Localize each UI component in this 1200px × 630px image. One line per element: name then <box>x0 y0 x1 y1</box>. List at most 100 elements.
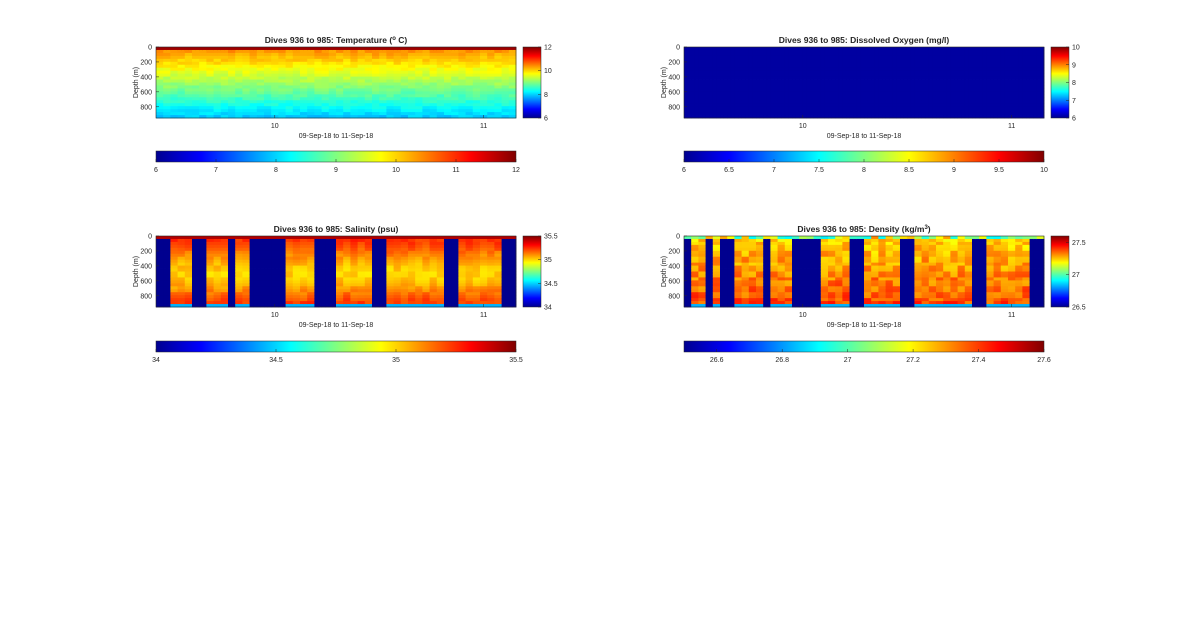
heatmap-cell <box>400 85 405 89</box>
heatmap-cell <box>896 103 901 107</box>
heatmap-cell <box>691 64 696 69</box>
heatmap-cell <box>447 58 452 63</box>
heatmap-cell <box>957 106 962 110</box>
heatmap-cell <box>914 103 919 107</box>
heatmap-cell <box>199 97 204 101</box>
heatmap-cell <box>712 91 717 95</box>
heatmap-cell <box>921 106 926 110</box>
heatmap-cell <box>397 112 402 116</box>
heatmap-cell <box>770 85 775 89</box>
heatmap-cell <box>433 64 438 69</box>
heatmap-cell <box>1011 79 1016 83</box>
heatmap-cell <box>220 79 225 83</box>
heatmap-cell <box>433 88 438 92</box>
heatmap-cell <box>702 49 706 54</box>
heatmap-cell <box>382 97 387 101</box>
heatmap-cell <box>968 115 973 119</box>
heatmap-cell <box>802 64 807 69</box>
heatmap-cell <box>307 67 312 72</box>
heatmap-cell <box>314 88 319 92</box>
heatmap-cell <box>217 115 222 119</box>
heatmap-cell <box>192 61 196 66</box>
heatmap-cell <box>217 52 222 57</box>
heatmap-cell <box>501 100 506 104</box>
heatmap-cell <box>954 58 958 63</box>
heatmap-cell <box>770 49 775 54</box>
heatmap-cell <box>285 76 290 80</box>
heatmap-cell <box>332 91 337 95</box>
heatmap-cell <box>282 85 286 89</box>
x-tick-label: 10 <box>799 123 807 130</box>
heatmap-cell <box>483 73 488 77</box>
heatmap-cell <box>296 55 301 60</box>
heatmap-cell <box>195 100 200 104</box>
heatmap-cell <box>307 115 312 119</box>
heatmap-cell <box>224 79 229 83</box>
heatmap-cell <box>892 106 897 110</box>
heatmap-cell <box>321 49 326 54</box>
heatmap-cell <box>943 109 948 113</box>
heatmap-cell <box>213 79 218 83</box>
heatmap-cell <box>1004 103 1009 107</box>
heatmap-cell <box>903 70 908 75</box>
heatmap-cell <box>213 115 218 119</box>
heatmap-cell <box>490 94 495 98</box>
heatmap-cell <box>1036 49 1041 54</box>
heatmap-cell <box>271 100 276 104</box>
heatmap-cell <box>878 61 883 66</box>
heatmap-cell <box>802 49 807 54</box>
heatmap-cell <box>910 115 915 119</box>
heatmap-cell <box>889 79 894 83</box>
heatmap-cell <box>256 67 261 72</box>
heatmap-cell <box>1040 94 1045 98</box>
heatmap-cell <box>278 88 283 92</box>
heatmap-cell <box>882 106 886 110</box>
heatmap-cell <box>498 88 502 92</box>
heatmap-cell <box>867 109 872 113</box>
heatmap-cell <box>907 106 912 110</box>
heatmap-cell <box>777 103 782 107</box>
heatmap-cell <box>889 103 894 107</box>
heatmap-cell <box>418 115 423 119</box>
heatmap-cell <box>781 64 786 69</box>
heatmap-cell <box>694 103 699 107</box>
heatmap-cell <box>303 55 308 60</box>
heatmap-cell <box>429 52 434 57</box>
heatmap-cell <box>748 76 753 80</box>
heatmap-cell <box>476 67 481 72</box>
heatmap-cell <box>390 49 394 54</box>
heatmap-cell <box>727 88 732 92</box>
heatmap-cell <box>936 106 940 110</box>
heatmap-cell <box>487 52 492 57</box>
heatmap-cell <box>770 94 775 98</box>
heatmap-cell <box>745 52 750 57</box>
heatmap-cell <box>928 47 933 51</box>
heatmap-cell <box>444 79 448 83</box>
heatmap-cell <box>292 91 297 95</box>
heatmap-cell <box>303 94 308 98</box>
hcolorbar-tick-label: 7.5 <box>814 167 824 174</box>
heatmap-cell <box>368 115 373 119</box>
heatmap-cell <box>892 88 897 92</box>
x-tick-label: 11 <box>480 123 487 130</box>
heatmap-cell <box>184 47 189 51</box>
heatmap-cell <box>932 52 937 57</box>
heatmap-cell <box>784 106 789 110</box>
heatmap-cell <box>1000 106 1005 110</box>
heatmap-cell <box>343 70 348 75</box>
heatmap-cell <box>271 61 276 66</box>
heatmap-cell <box>483 94 488 98</box>
heatmap-cell <box>300 112 304 116</box>
heatmap-cell <box>508 58 513 63</box>
heatmap-cell <box>975 76 980 80</box>
heatmap-cell <box>228 100 232 104</box>
heatmap-cell <box>882 70 886 75</box>
heatmap-cell <box>698 58 703 63</box>
heatmap-cell <box>321 58 326 63</box>
heatmap-cell <box>831 97 836 101</box>
heatmap-cell <box>361 97 366 101</box>
heatmap-cell <box>181 82 186 86</box>
heatmap-cell <box>784 52 789 57</box>
heatmap-cell <box>842 64 847 69</box>
heatmap-cell <box>267 91 272 95</box>
